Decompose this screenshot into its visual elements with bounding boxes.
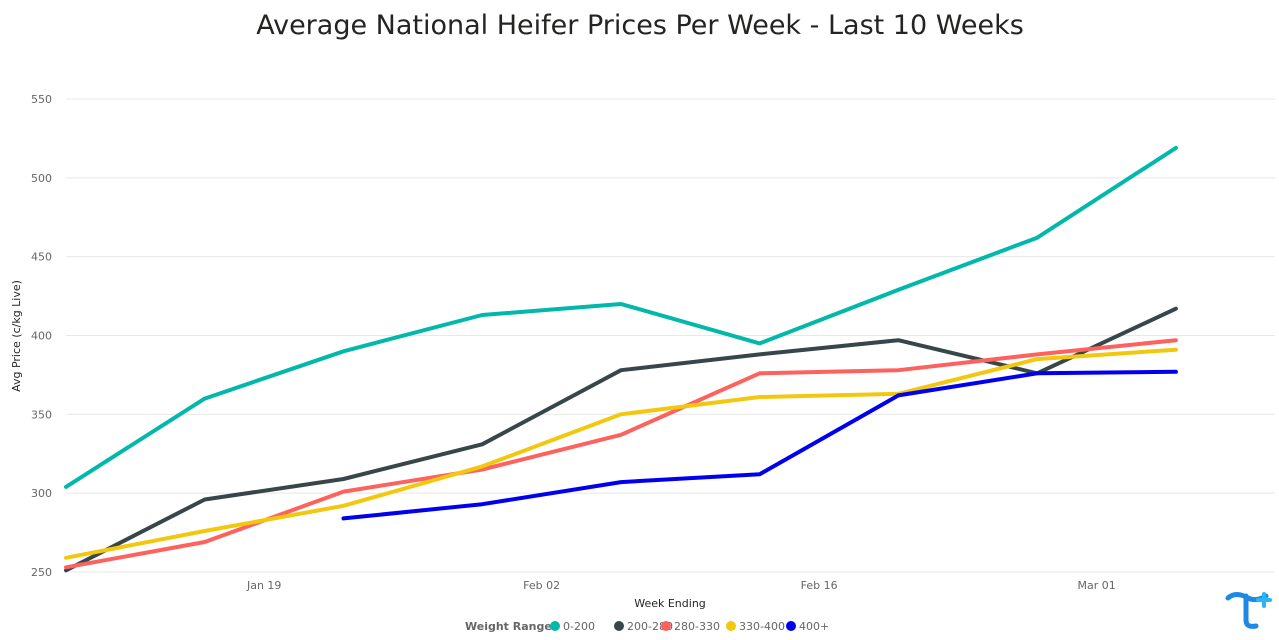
gridlines [66, 98, 1275, 573]
legend: Weight Range 0-200 200-280 280-330 330-400 4… [465, 620, 829, 633]
chart-title: Average National Heifer Prices Per Week … [256, 10, 1024, 41]
y-tick-label: 550 [31, 93, 52, 106]
legend-marker [550, 621, 560, 631]
x-axis-ticks: Jan 19 Feb 02 Feb 16 Mar 01 [246, 579, 1116, 592]
series-line-280-330 [64, 338, 1178, 570]
series-line-400+ [341, 369, 1178, 521]
series-lines [64, 145, 1178, 573]
legend-label: 330-400 [739, 620, 785, 633]
y-tick-label: 450 [31, 251, 52, 264]
y-axis-title: Avg Price (c/kg Live) [10, 280, 23, 392]
legend-marker [726, 621, 736, 631]
legend-label: 200-280 [627, 620, 673, 633]
y-tick-label: 250 [31, 566, 52, 579]
series-line-200-280 [64, 306, 1178, 573]
legend-marker [786, 621, 796, 631]
legend-title: Weight Range [465, 620, 552, 633]
y-tick-label: 400 [31, 330, 52, 343]
legend-label: 0-200 [563, 620, 595, 633]
tt-logo-icon [1225, 592, 1272, 629]
legend-label: 400+ [799, 620, 829, 633]
legend-marker [614, 621, 624, 631]
x-tick-label: Jan 19 [246, 579, 281, 592]
y-tick-label: 300 [31, 487, 52, 500]
x-axis-title: Week Ending [634, 597, 706, 610]
x-tick-label: Feb 02 [523, 579, 560, 592]
y-tick-label: 350 [31, 408, 52, 421]
legend-label: 280-330 [674, 620, 720, 633]
series-line-0-200 [64, 145, 1178, 489]
x-tick-label: Mar 01 [1077, 579, 1115, 592]
series-line-330-400 [64, 347, 1178, 560]
x-tick-label: Feb 16 [801, 579, 838, 592]
legend-marker [661, 621, 671, 631]
y-axis-ticks: 250 300 350 400 450 500 550 [31, 93, 52, 579]
y-tick-label: 500 [31, 172, 52, 185]
